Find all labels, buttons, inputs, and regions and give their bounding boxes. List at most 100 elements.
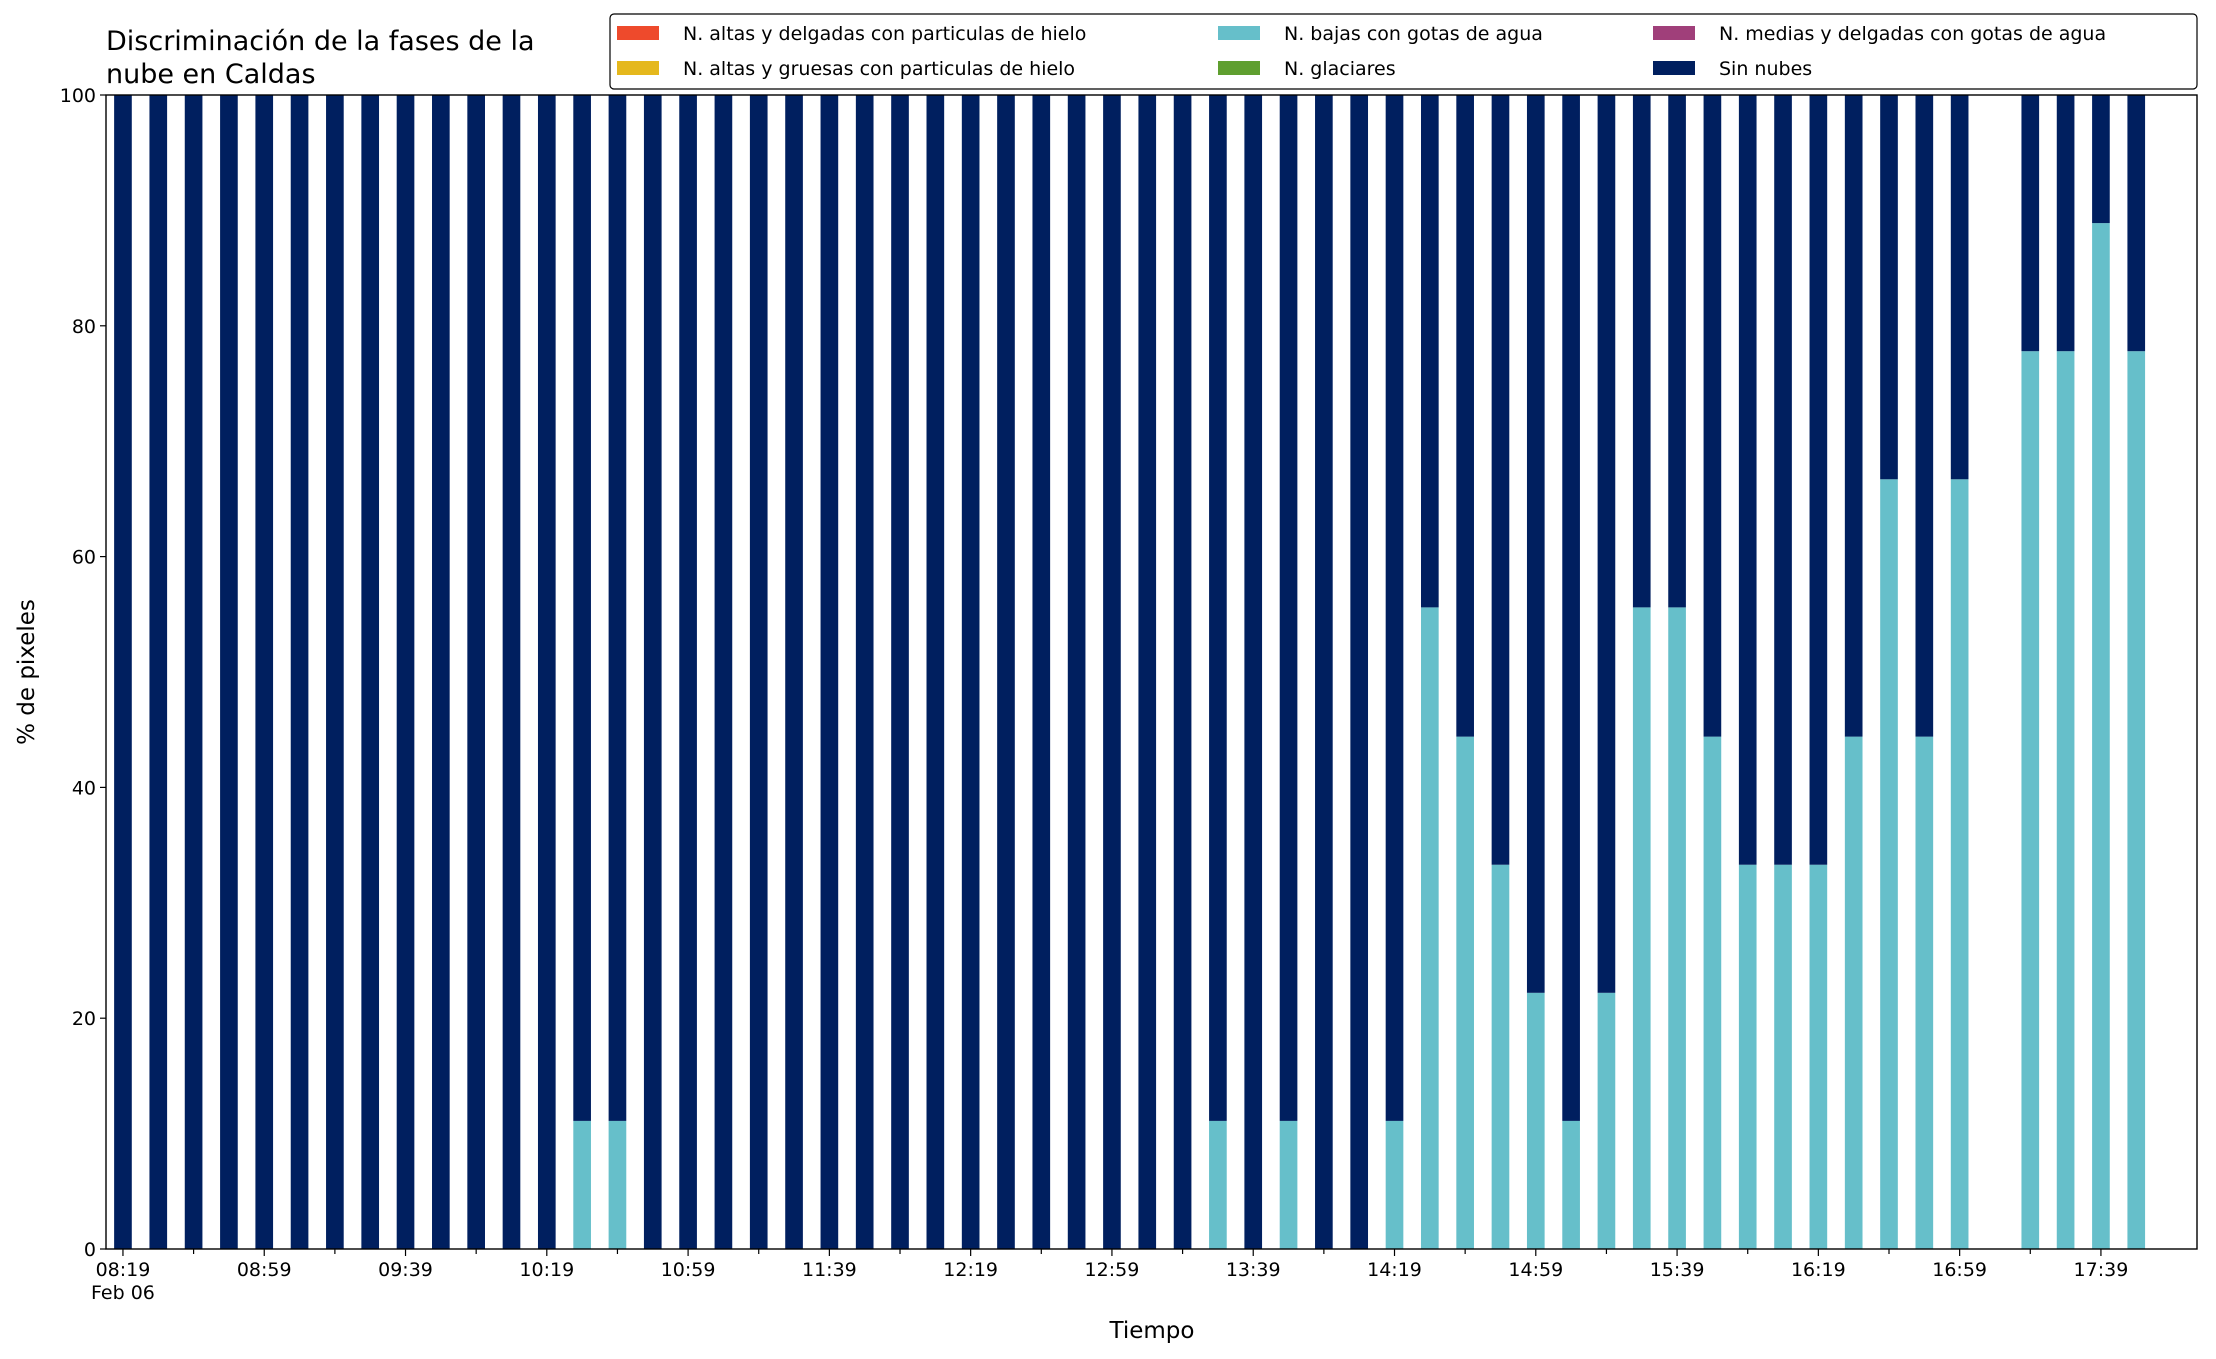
bar-segment <box>749 95 768 1249</box>
bar-segment <box>1491 864 1510 1249</box>
bar-segment <box>114 95 132 1249</box>
x-tick-label: 09:39 <box>378 1259 433 1281</box>
legend-swatch <box>617 61 659 75</box>
bar-segment <box>2127 95 2146 352</box>
y-tick-label: 40 <box>72 777 96 799</box>
bar-segment <box>1562 1120 1580 1249</box>
legend-swatch <box>617 26 659 40</box>
x-tick-label: 15:39 <box>1650 1259 1705 1281</box>
bar-segment <box>149 95 168 1249</box>
bar-segment <box>2056 351 2075 1249</box>
bar-segment <box>1738 864 1757 1249</box>
bar-segment <box>1668 607 1686 1249</box>
bar-segment <box>891 95 909 1249</box>
bar-segment <box>1420 607 1439 1249</box>
bar-segment <box>1209 1120 1227 1249</box>
bar-segment <box>573 1120 591 1249</box>
y-tick-label: 100 <box>60 85 96 107</box>
bar-segment <box>679 95 697 1249</box>
legend-label: N. bajas con gotas de agua <box>1284 23 1543 45</box>
x-tick-label: 08:59 <box>237 1259 292 1281</box>
bar-segment <box>1597 992 1616 1249</box>
bar-segment <box>1703 736 1722 1249</box>
x-axis-label: Tiempo <box>1109 1318 1195 1344</box>
bar-segment <box>1032 95 1051 1249</box>
bar-segment <box>961 95 980 1249</box>
bar-segment <box>1350 95 1369 1249</box>
bar-segment <box>432 95 450 1249</box>
x-tick-label: 11:39 <box>802 1259 857 1281</box>
plot-frame <box>105 94 2198 1250</box>
y-tick-label: 0 <box>84 1239 96 1261</box>
bar-segment <box>1456 95 1474 737</box>
bar-segment <box>537 95 556 1249</box>
x-tick-label: 08:19 <box>96 1259 151 1281</box>
bar-segment <box>1244 95 1263 1249</box>
bar-segment <box>1844 736 1863 1249</box>
legend-label: N. altas y gruesas con particulas de hie… <box>683 58 1075 80</box>
bar-segment <box>1915 95 1934 737</box>
x-tick-label: 12:19 <box>943 1259 998 1281</box>
x-tick-label: 14:59 <box>1508 1259 1563 1281</box>
legend-label: N. glaciares <box>1284 58 1396 80</box>
bar-segment <box>467 95 485 1249</box>
bar-segment <box>1385 95 1404 1121</box>
bar-segment <box>926 95 945 1249</box>
bar-segment <box>608 95 627 1121</box>
bar-segment <box>643 95 662 1249</box>
bar-segment <box>1456 736 1474 1249</box>
bar-segment <box>255 95 274 1249</box>
bar-segment <box>785 95 803 1249</box>
legend-swatch <box>1218 26 1260 40</box>
bar-segment <box>997 95 1015 1249</box>
bar-segment <box>2021 351 2040 1249</box>
bar-segment <box>608 1120 627 1249</box>
bar-segment <box>1526 95 1545 993</box>
bar-segment <box>1067 95 1086 1249</box>
x-tick-label: 12:59 <box>1085 1259 1140 1281</box>
x-tick-label: 17:39 <box>2074 1259 2129 1281</box>
y-tick-label: 80 <box>72 316 96 338</box>
bar-segment <box>1209 95 1227 1121</box>
bar-segment <box>1915 736 1934 1249</box>
bar-segment <box>1809 864 1828 1249</box>
bar-segment <box>184 95 203 1249</box>
legend-swatch <box>1653 26 1695 40</box>
bar-segment <box>1315 95 1333 1249</box>
legend-box <box>609 13 2198 90</box>
bar-segment <box>1173 95 1192 1249</box>
bar-segment <box>1668 95 1686 608</box>
bar-segment <box>1880 95 1898 480</box>
bar-segment <box>2021 95 2040 352</box>
bar-segment <box>290 95 309 1249</box>
bar-segment <box>1385 1120 1404 1249</box>
bar-segment <box>1703 95 1722 737</box>
bar-segment <box>1597 95 1616 993</box>
x-tick-sublabel: Feb 06 <box>91 1282 155 1304</box>
chart-title-line: Discriminación de la fases de la <box>106 26 535 57</box>
x-tick-label: 16:19 <box>1791 1259 1846 1281</box>
bar-segment <box>361 95 380 1249</box>
bar-segment <box>1420 95 1439 608</box>
y-tick-label: 20 <box>72 1008 96 1030</box>
legend-swatch <box>1653 61 1695 75</box>
bar-segment <box>820 95 839 1249</box>
bar-segment <box>1774 864 1792 1249</box>
bar-segment <box>1632 607 1651 1249</box>
legend-label: N. medias y delgadas con gotas de agua <box>1719 23 2106 45</box>
bar-segment <box>1562 95 1580 1121</box>
bar-segment <box>1950 95 1969 480</box>
bar-segment <box>1844 95 1863 737</box>
legend-label: N. altas y delgadas con particulas de hi… <box>683 23 1086 45</box>
bar-segment <box>1950 479 1969 1250</box>
legend-label: Sin nubes <box>1719 58 1812 80</box>
bar-segment <box>2056 95 2075 352</box>
bar-segment <box>1279 1120 1298 1249</box>
bar-segment <box>2092 95 2110 224</box>
bar-segment <box>2127 351 2146 1249</box>
bar-segment <box>1138 95 1157 1249</box>
bar-segment <box>1738 95 1757 865</box>
bar-segment <box>2092 223 2110 1249</box>
x-tick-label: 10:19 <box>519 1259 574 1281</box>
